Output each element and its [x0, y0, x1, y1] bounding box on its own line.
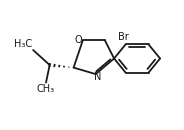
Text: CH₃: CH₃ — [37, 84, 55, 94]
Text: N: N — [94, 72, 101, 82]
Text: H₃C: H₃C — [14, 39, 32, 49]
Text: Br: Br — [118, 32, 129, 42]
Text: O: O — [74, 35, 82, 45]
